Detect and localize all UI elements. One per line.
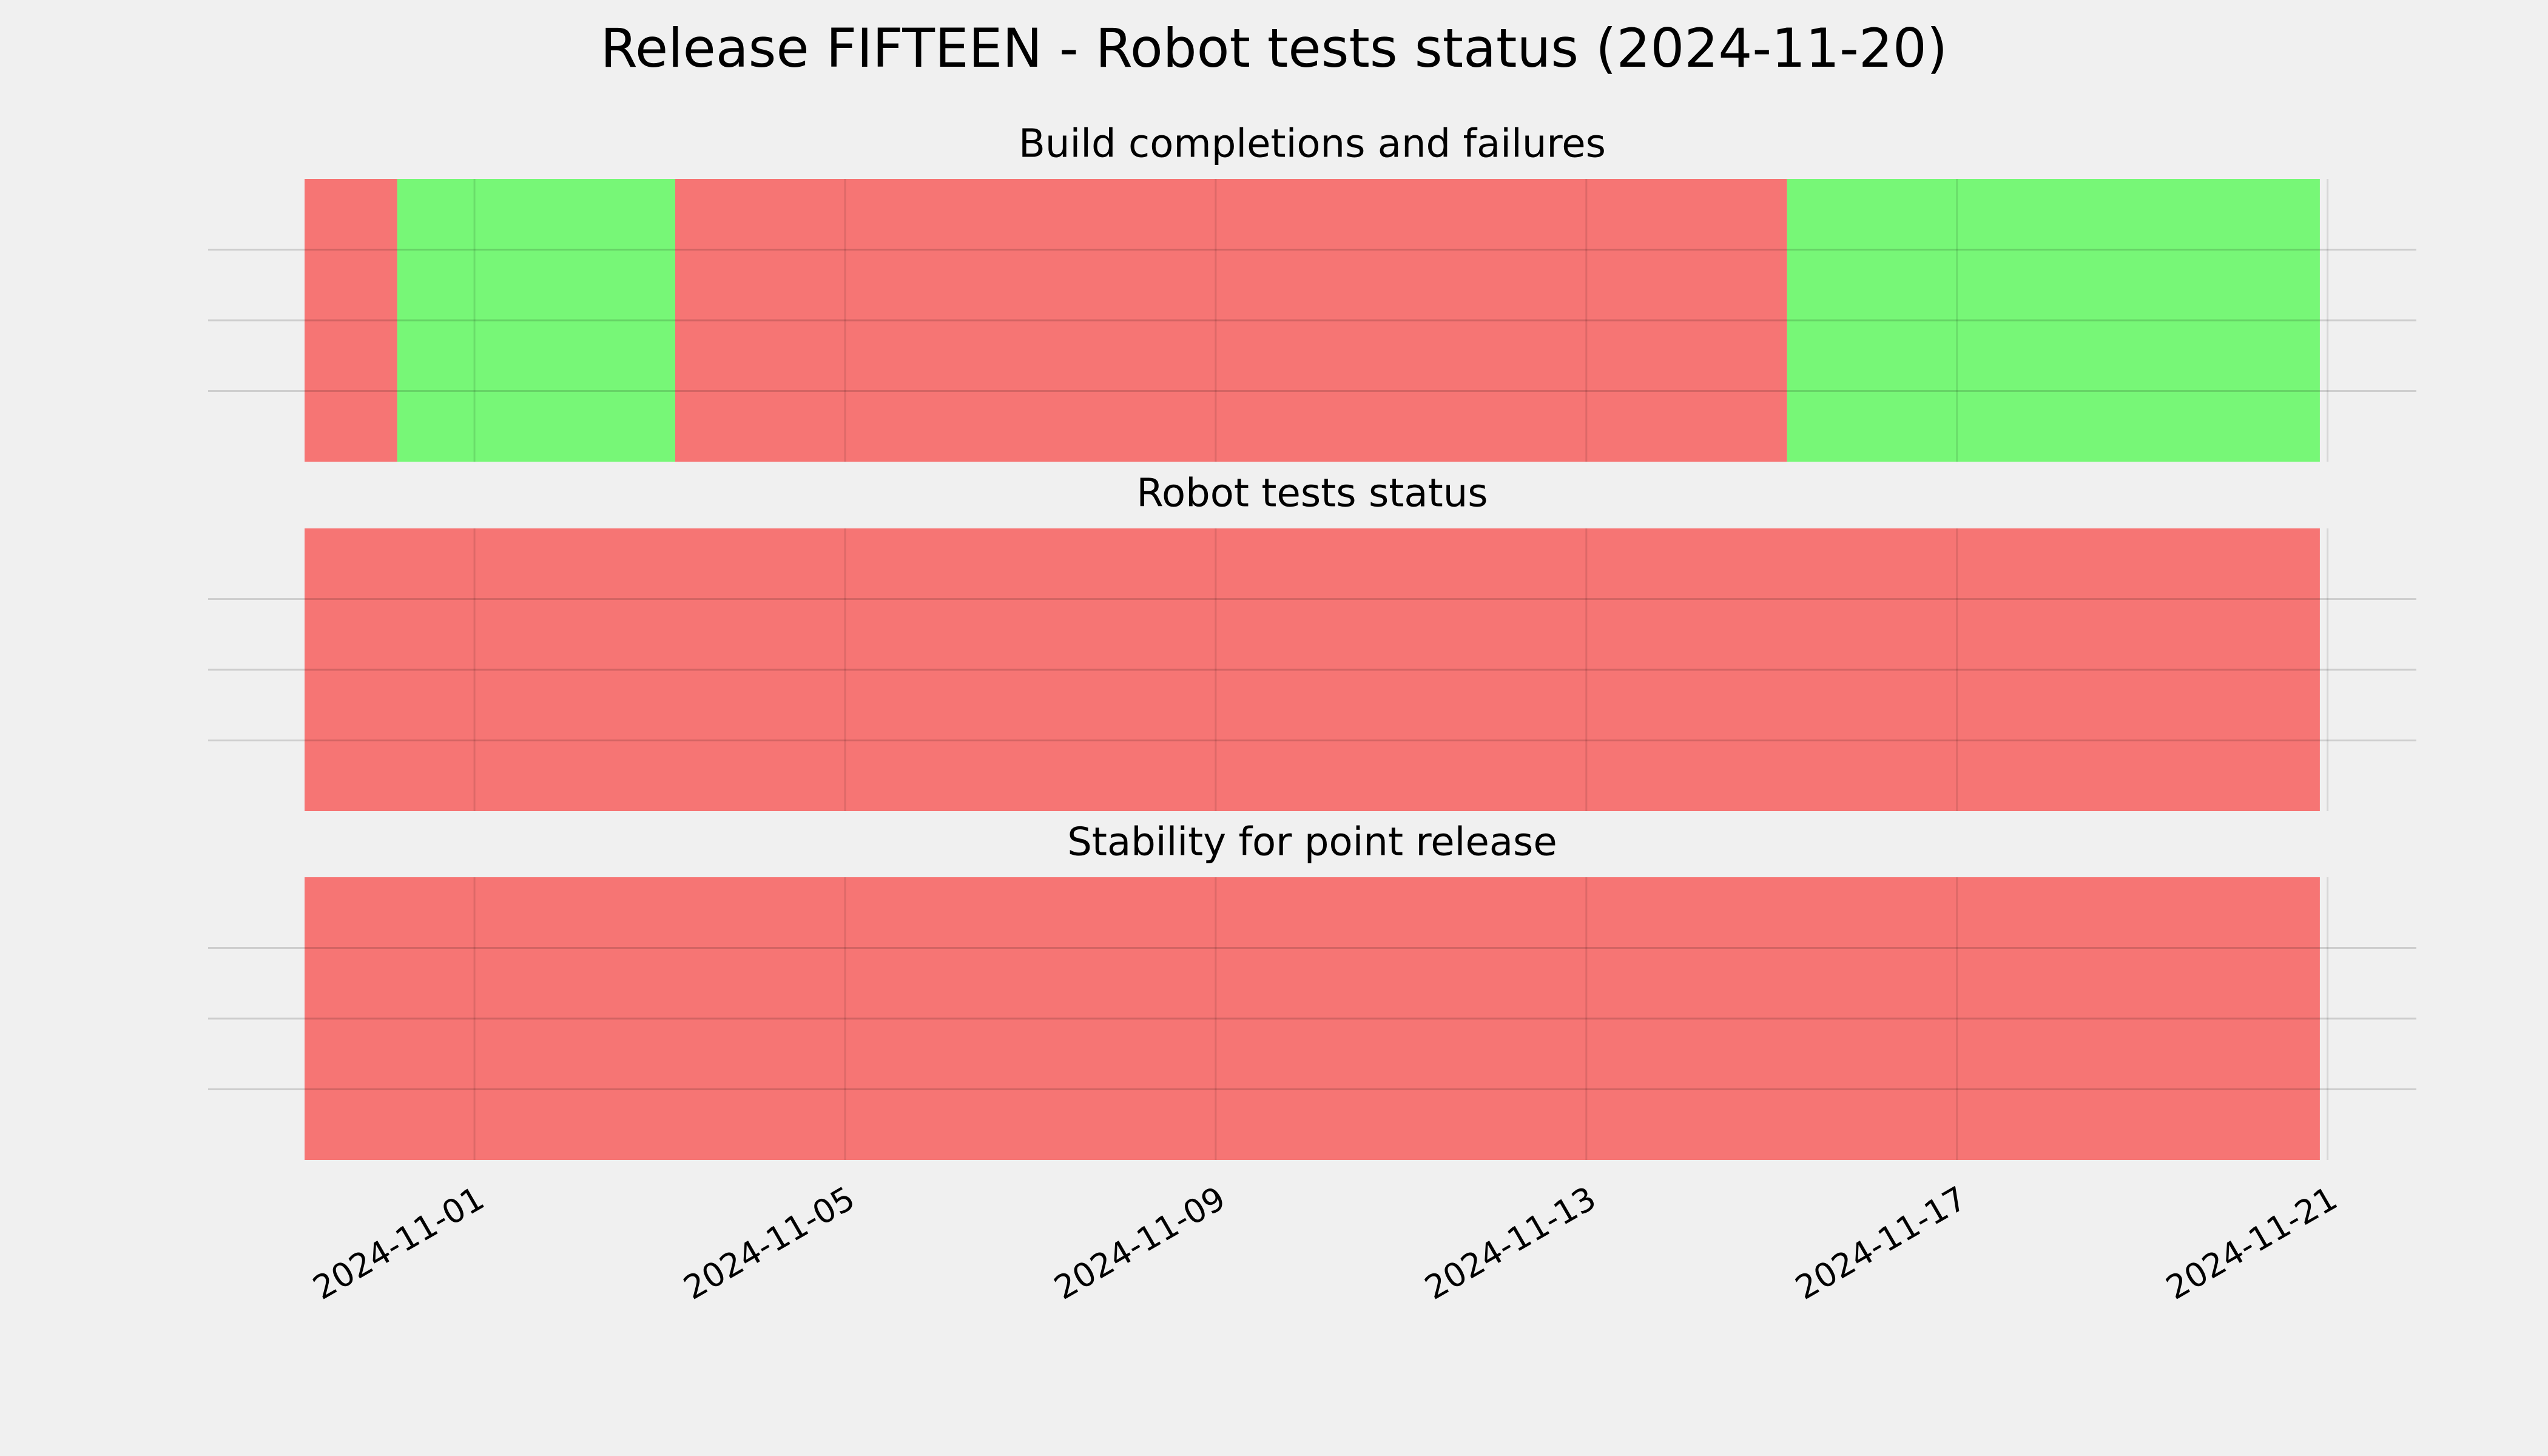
subplot-title: Build completions and failures: [1019, 122, 1606, 167]
subplot-title: Robot tests status: [1136, 471, 1488, 516]
status-span: [305, 877, 2320, 1160]
status-span: [397, 179, 675, 462]
status-span: [305, 179, 397, 462]
status-span: [305, 528, 2320, 811]
chart-title: Release FIFTEEN - Robot tests status (20…: [601, 17, 1947, 79]
status-span: [1787, 179, 2320, 462]
subplot-title: Stability for point release: [1067, 820, 1557, 865]
status-span: [675, 179, 1787, 462]
